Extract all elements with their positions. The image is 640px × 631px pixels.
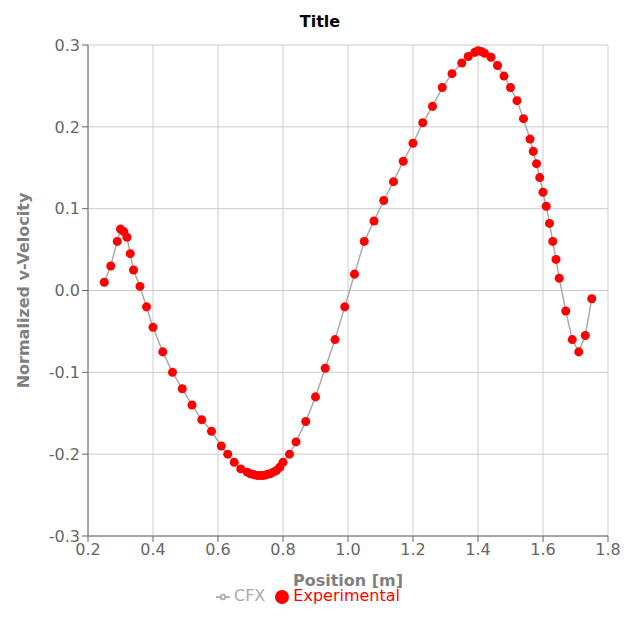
svg-text:-0.2: -0.2 (49, 445, 80, 464)
svg-text:0.0: 0.0 (55, 281, 80, 300)
svg-text:-0.3: -0.3 (49, 527, 80, 546)
svg-text:0.6: 0.6 (205, 540, 230, 559)
svg-text:1.2: 1.2 (400, 540, 425, 559)
svg-text:0.4: 0.4 (140, 540, 165, 559)
html-text:Experimental: Experimental (293, 586, 400, 605)
svg-text:0.1: 0.1 (55, 199, 80, 218)
svg-text:0.3: 0.3 (55, 36, 80, 55)
html-text:Title: Title (299, 12, 341, 31)
svg-text:1.0: 1.0 (335, 540, 360, 559)
html-text:CFX: CFX (234, 586, 266, 605)
svg-text:-0.1: -0.1 (49, 363, 80, 382)
svg-text:Position [m]: Position [m] (293, 571, 403, 590)
svg-text:0.8: 0.8 (270, 540, 295, 559)
svg-text:0.2: 0.2 (55, 118, 80, 137)
svg-text:1.4: 1.4 (465, 540, 490, 559)
svg-text:0.2: 0.2 (75, 540, 101, 560)
svg-text:1.6: 1.6 (530, 540, 555, 559)
svg-text:Normalized v-Velocity: Normalized v-Velocity (14, 192, 33, 388)
svg-text:1.8: 1.8 (595, 540, 620, 559)
